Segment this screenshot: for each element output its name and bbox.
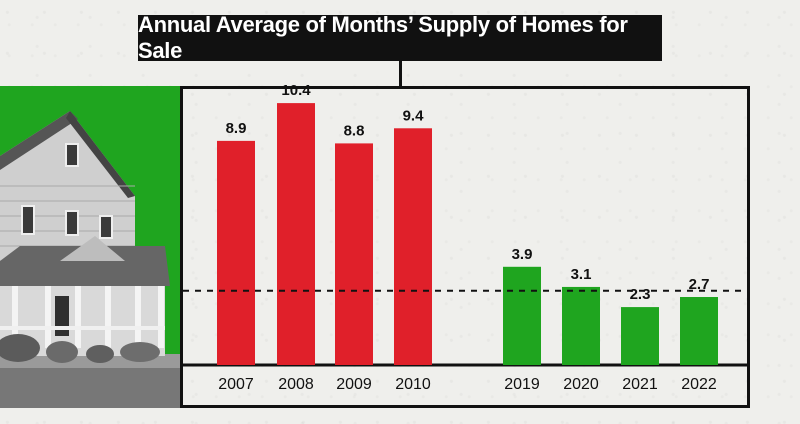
chart-title: Annual Average of Months’ Supply of Home… — [138, 12, 662, 63]
data-label-2008: 10.4 — [281, 82, 311, 99]
x-tick-2010: 2010 — [395, 376, 431, 393]
x-tick-2009: 2009 — [336, 376, 372, 393]
title-connector — [399, 61, 402, 87]
bar-2020 — [562, 286, 600, 365]
bar-2008 — [277, 103, 315, 365]
bar-2010 — [394, 128, 432, 365]
x-tick-2008: 2008 — [278, 376, 314, 393]
data-label-2010: 9.4 — [403, 107, 425, 124]
house-photo-panel — [0, 86, 180, 408]
bar-2019 — [503, 266, 541, 365]
bar-2009 — [335, 143, 373, 365]
chart-frame — [180, 86, 750, 408]
house-illustration — [0, 111, 180, 408]
data-label-2007: 8.9 — [226, 120, 247, 137]
bar-2021 — [621, 307, 659, 365]
x-tick-2020: 2020 — [563, 376, 599, 393]
data-label-2019: 3.9 — [512, 246, 533, 263]
x-tick-2019: 2019 — [504, 376, 540, 393]
bar-2022 — [680, 297, 718, 365]
x-tick-2007: 2007 — [218, 376, 254, 393]
data-label-2021: 2.3 — [630, 286, 651, 303]
x-tick-2022: 2022 — [681, 376, 717, 393]
data-label-2020: 3.1 — [571, 266, 592, 283]
data-label-2009: 8.8 — [344, 122, 365, 139]
x-tick-2021: 2021 — [622, 376, 658, 393]
bar-2007 — [217, 140, 255, 365]
data-label-2022: 2.7 — [689, 276, 710, 293]
